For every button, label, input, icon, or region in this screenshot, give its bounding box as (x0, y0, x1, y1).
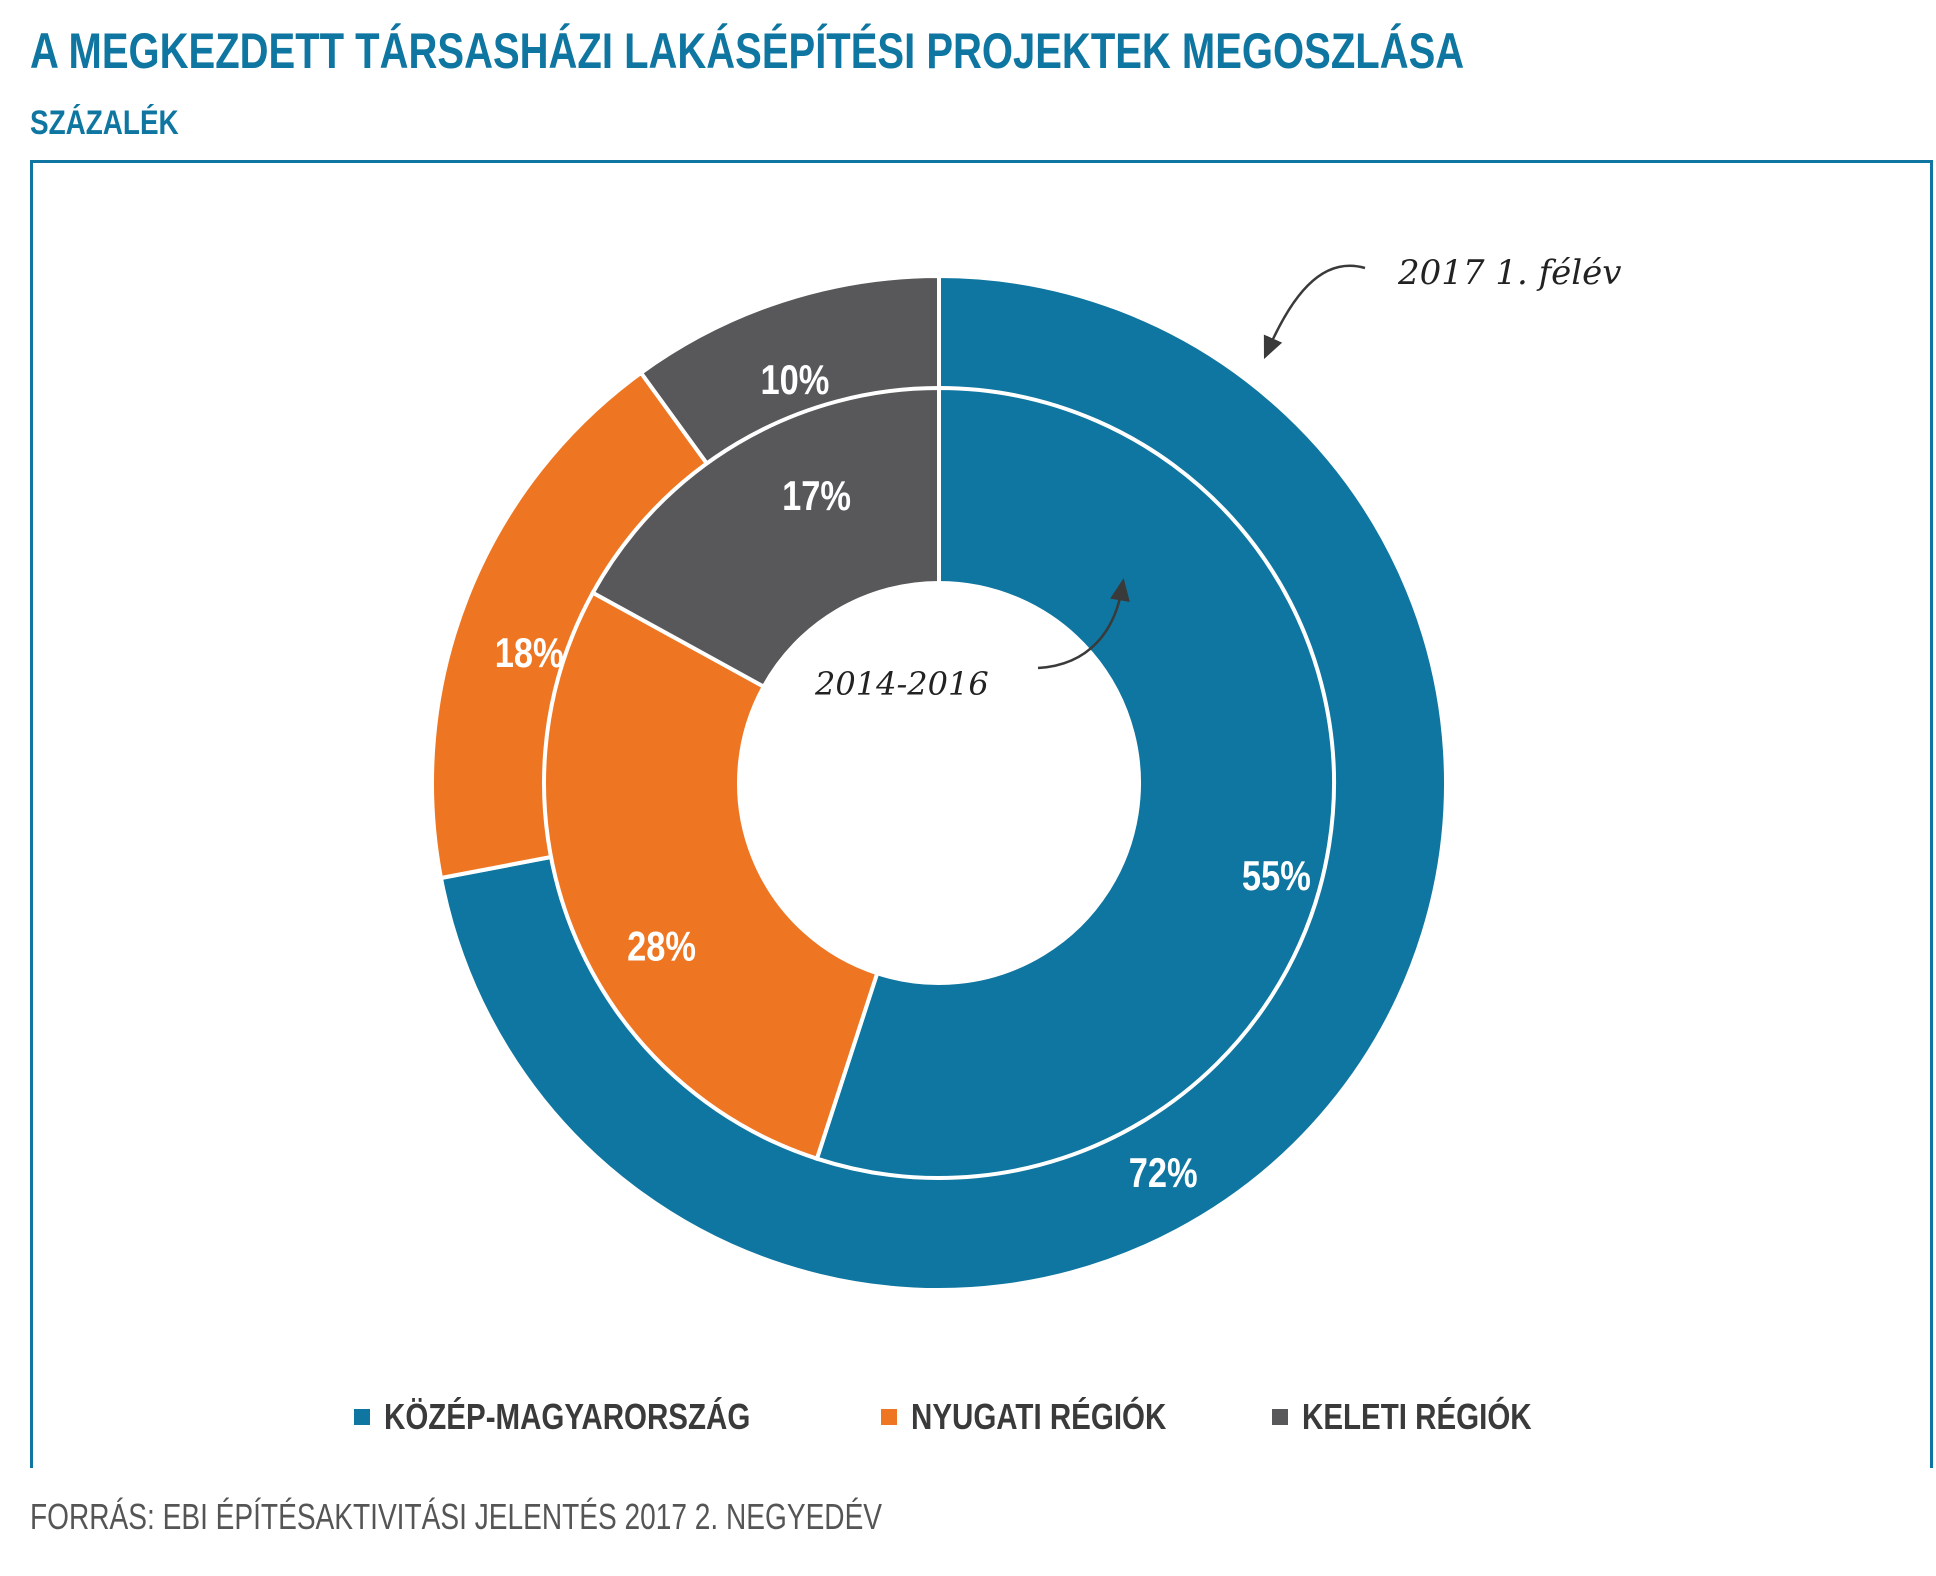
legend: KÖZÉP-MAGYARORSZÁG NYUGATI RÉGIÓK KELETI… (0, 1396, 1936, 1438)
source-note: FORRÁS: EBI ÉPÍTÉSAKTIVITÁSI JELENTÉS 20… (30, 1496, 883, 1537)
legend-swatch-keleti (1272, 1409, 1288, 1425)
outer-label-kozep: 72% (1129, 1150, 1198, 1197)
slice-labels: 72% 18% 10% 55% 28% 17% (495, 357, 1311, 1197)
legend-label-kozep: KÖZÉP-MAGYARORSZÁG (383, 1396, 751, 1437)
inner-ring-2014-2016 (541, 385, 1336, 1180)
inner-slice-keleti (590, 385, 941, 690)
inner-label-nyugati: 28% (627, 923, 696, 970)
legend-item-keleti: KELETI RÉGIÓK (1272, 1396, 1582, 1438)
legend-swatch-nyugati (880, 1409, 897, 1425)
legend-label-nyugati: NYUGATI RÉGIÓK (910, 1396, 1166, 1437)
chart-frame (30, 160, 1933, 1468)
legend-item-kozep: KÖZÉP-MAGYARORSZÁG (353, 1396, 831, 1438)
outer-label-keleti: 10% (761, 357, 830, 404)
annotation-arrow-outer (1263, 264, 1366, 360)
annotation-arrow-inner (1037, 578, 1130, 670)
legend-item-nyugati: NYUGATI RÉGIÓK (880, 1396, 1222, 1438)
inner-label-kozep: 55% (1242, 853, 1311, 900)
chart-title: A MEGKEZDETT TÁRSASHÁZI LAKÁSÉPÍTÉSI PRO… (30, 23, 1465, 79)
legend-swatch-kozep (353, 1409, 370, 1425)
inner-label-keleti: 17% (782, 473, 851, 520)
inner-slice-nyugati (541, 589, 880, 1162)
chart-subtitle: SZÁZALÉK (30, 104, 179, 142)
legend-label-keleti: KELETI RÉGIÓK (1302, 1396, 1532, 1437)
annotation-outer-label: 2017 1. félév (1397, 253, 1622, 293)
annotation-inner-label: 2014-2016 (814, 665, 989, 703)
outer-label-nyugati: 18% (495, 630, 564, 677)
inner-slice-kozep (814, 385, 1336, 1180)
